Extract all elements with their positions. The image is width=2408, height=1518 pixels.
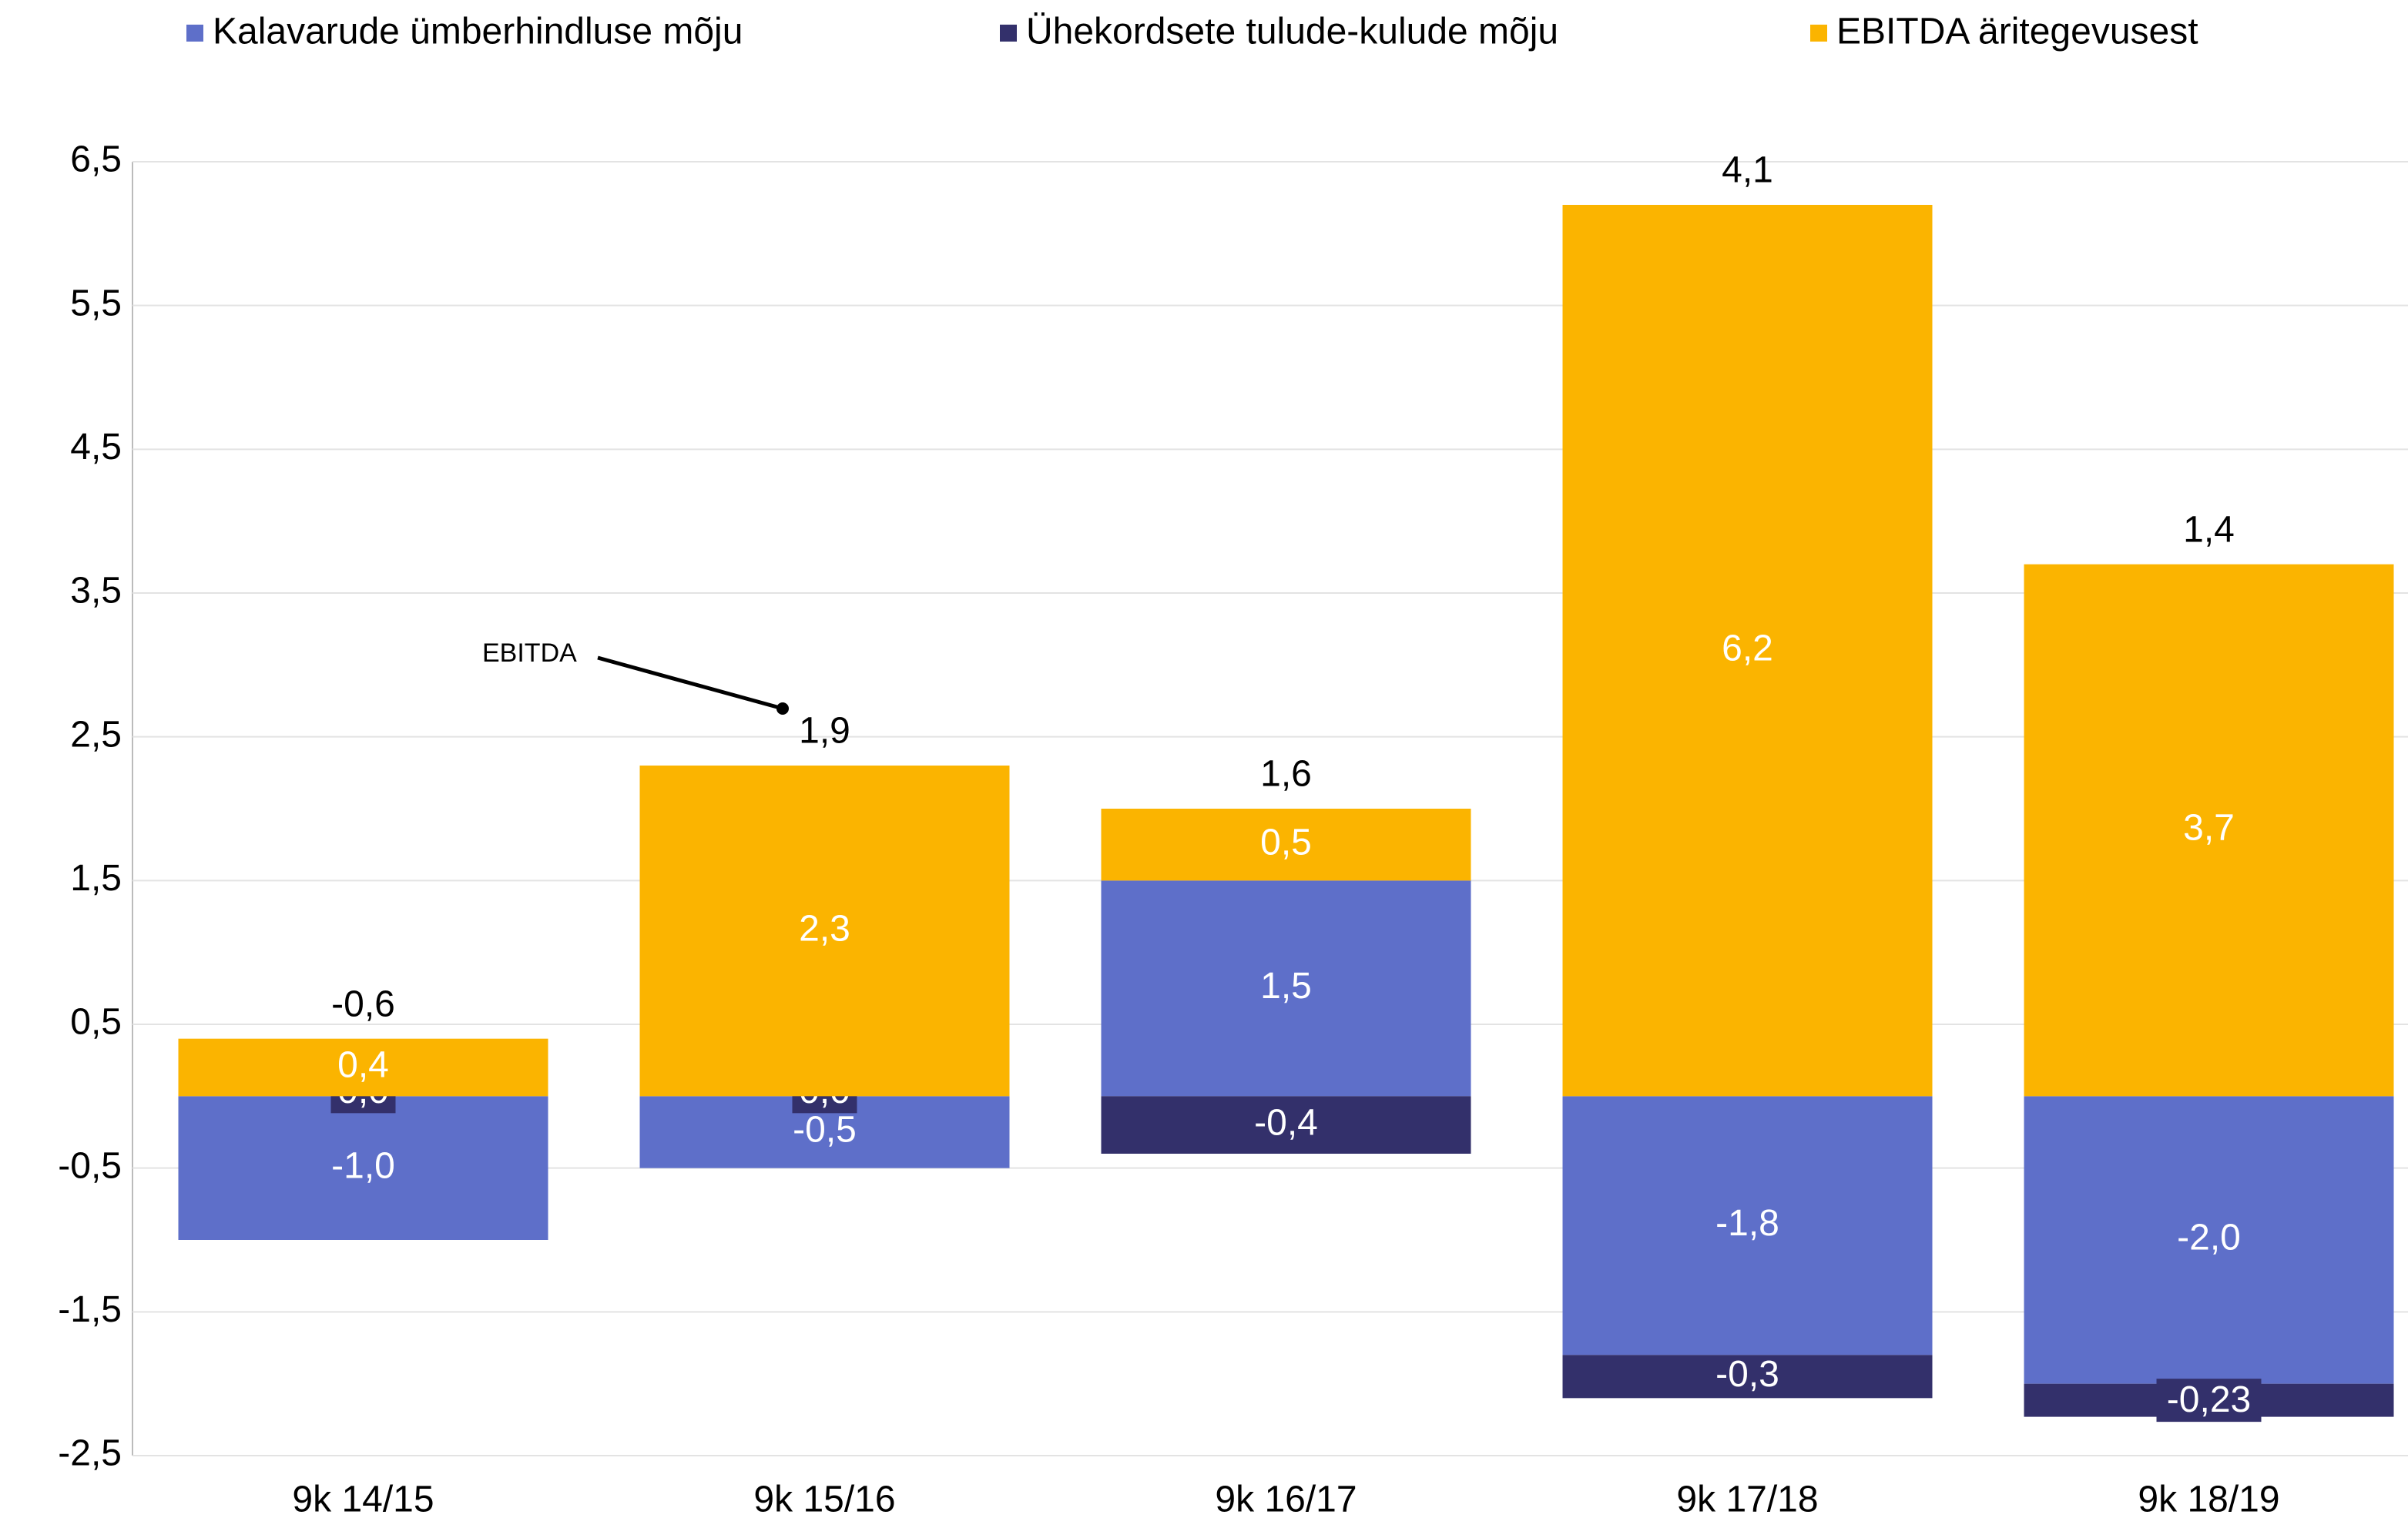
annotation: EBITDA xyxy=(482,638,577,668)
x-tick-label: 9k 16/17 xyxy=(1215,1479,1357,1518)
y-tick-label: 6,5 xyxy=(70,139,122,180)
bar-segment xyxy=(1101,809,1471,881)
total-label: 4,1 xyxy=(1722,150,1773,191)
y-tick-label: 4,5 xyxy=(70,427,122,467)
total-label: -0,6 xyxy=(331,984,395,1024)
x-tick-label: 9k 15/16 xyxy=(753,1479,895,1518)
y-tick-label: 3,5 xyxy=(70,571,122,612)
data-label: -2,0 xyxy=(2177,1218,2241,1258)
bar-segment xyxy=(2024,564,2394,1097)
legend-label: EBITDA äritegevusest xyxy=(1836,12,2198,52)
bar-segment xyxy=(178,1038,548,1097)
x-tick-label: 9k 14/15 xyxy=(292,1479,434,1518)
data-label: 2,3 xyxy=(799,908,850,949)
total-label: 1,4 xyxy=(2183,509,2235,550)
data-label: -0,3 xyxy=(1715,1354,1779,1395)
legend-label: Ühekordsete tulude-kulude mõju xyxy=(1026,12,1558,52)
total-label: 1,6 xyxy=(1260,754,1312,795)
annotation-line xyxy=(597,655,783,711)
data-label: 0,5 xyxy=(1260,822,1312,863)
x-tick-label: 9k 18/19 xyxy=(2138,1479,2279,1518)
y-tick-label: 5,5 xyxy=(70,283,122,323)
data-label: -1,0 xyxy=(331,1145,395,1186)
total-label: 1,9 xyxy=(799,711,850,752)
bar-segment xyxy=(639,766,1010,1097)
data-label: 0,4 xyxy=(337,1045,389,1086)
legend-swatch xyxy=(186,25,203,42)
bar-segment xyxy=(1562,205,1933,1097)
data-label: 6,2 xyxy=(1722,628,1773,669)
data-label: 3,7 xyxy=(2183,808,2235,849)
y-tick-label: 2,5 xyxy=(70,714,122,755)
legend-label: Kalavarude ümberhindluse mõju xyxy=(213,12,743,52)
bar-segment xyxy=(1562,1096,1933,1355)
y-tick-label: -1,5 xyxy=(58,1289,122,1330)
bar-segment xyxy=(178,1096,548,1240)
data-label: -0,23 xyxy=(2167,1379,2251,1420)
data-label: -1,8 xyxy=(1715,1203,1779,1244)
y-tick-label: -0,5 xyxy=(58,1145,122,1186)
bar-segment xyxy=(2024,1096,2394,1384)
y-tick-label: 1,5 xyxy=(70,858,122,899)
legend-swatch xyxy=(1810,25,1827,42)
y-tick-label: -2,5 xyxy=(58,1433,122,1474)
data-label: 1,5 xyxy=(1260,966,1312,1007)
legend-swatch xyxy=(1000,25,1017,42)
data-label: -0,4 xyxy=(1254,1102,1318,1143)
y-tick-label: 0,5 xyxy=(70,1002,122,1043)
annotation-dot xyxy=(776,702,789,715)
bar-segment xyxy=(1562,1355,1933,1399)
label-box xyxy=(2156,1379,2262,1422)
bar-segment xyxy=(1101,1096,1471,1154)
x-tick-label: 9k 17/18 xyxy=(1676,1479,1818,1518)
bar-segment xyxy=(1101,880,1471,1097)
data-label: -0,5 xyxy=(793,1110,857,1151)
